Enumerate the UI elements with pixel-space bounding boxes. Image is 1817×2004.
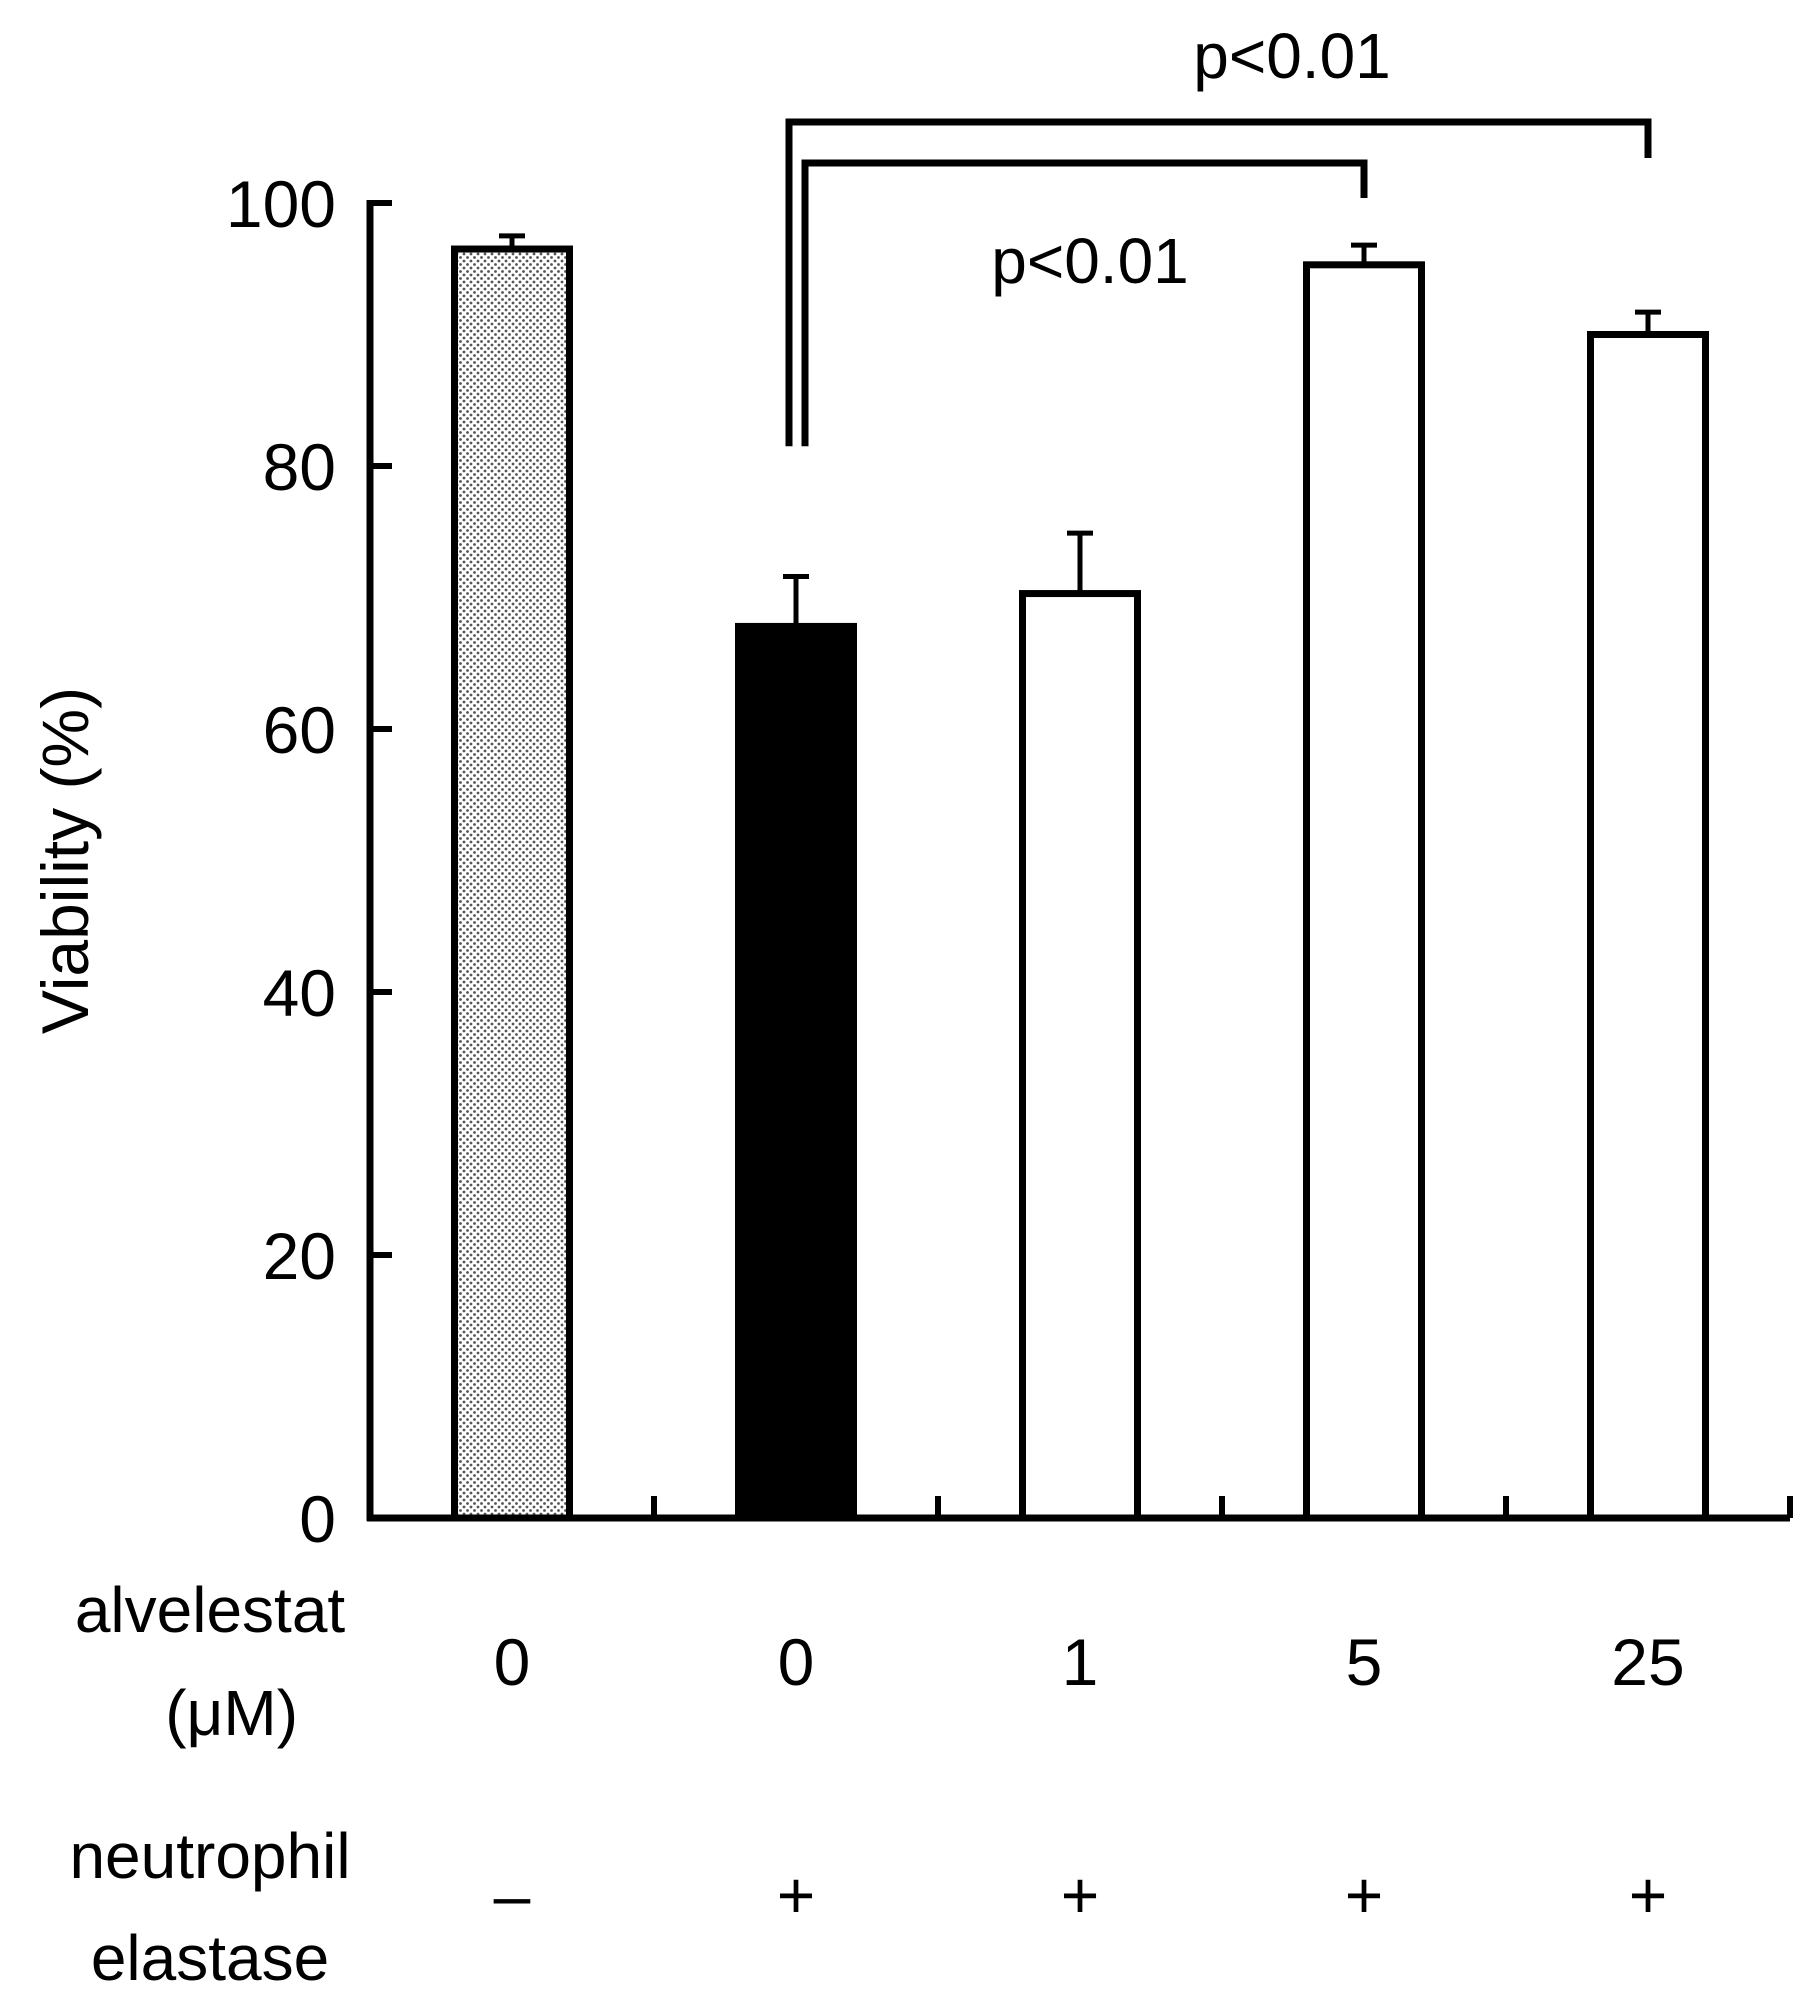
category-label: 25 — [1611, 1625, 1684, 1699]
elastase-sign-label: + — [1345, 1858, 1384, 1932]
significance-bracket — [785, 118, 1652, 447]
elastase-sign-label: + — [777, 1858, 816, 1932]
elastase-sign-label: – — [494, 1858, 531, 1932]
y-tick-label: 80 — [263, 430, 336, 504]
error-bars — [499, 233, 1661, 627]
x-ticks — [651, 1496, 1793, 1518]
row-labels: alvelestat (μM) neutrophil elastase — [69, 1574, 350, 1994]
category-label: 0 — [778, 1625, 815, 1699]
row-label: (μM) — [165, 1677, 298, 1749]
elastase-sign-label: + — [1061, 1858, 1100, 1932]
bar — [1303, 261, 1425, 1522]
row-values: 0 0 1 5 25 – + + + + — [494, 1625, 1685, 1932]
category-label: 0 — [494, 1625, 531, 1699]
y-tick-label: 60 — [263, 693, 336, 767]
bars — [451, 245, 1709, 1522]
significance-label: p<0.01 — [991, 225, 1189, 297]
y-tick-label: 100 — [226, 167, 336, 241]
y-ticks: 0 20 40 60 80 100 — [226, 167, 392, 1556]
bar — [1587, 331, 1709, 1522]
row-label: neutrophil — [69, 1820, 350, 1892]
row-label: alvelestat — [75, 1574, 346, 1646]
category-label: 1 — [1062, 1625, 1099, 1699]
bar — [1019, 590, 1141, 1522]
significance-bracket — [801, 159, 1368, 447]
category-label: 5 — [1346, 1625, 1383, 1699]
elastase-sign-label: + — [1629, 1858, 1668, 1932]
y-tick-label: 0 — [299, 1482, 336, 1556]
row-label: elastase — [91, 1922, 329, 1994]
significance-brackets: p<0.01 p<0.01 — [785, 20, 1652, 447]
bar — [735, 622, 857, 1522]
y-tick-label: 20 — [263, 1219, 336, 1293]
y-axis-title: Viability (%) — [28, 687, 102, 1034]
significance-label: p<0.01 — [1193, 20, 1391, 92]
bar — [451, 245, 573, 1522]
y-tick-label: 40 — [263, 956, 336, 1030]
